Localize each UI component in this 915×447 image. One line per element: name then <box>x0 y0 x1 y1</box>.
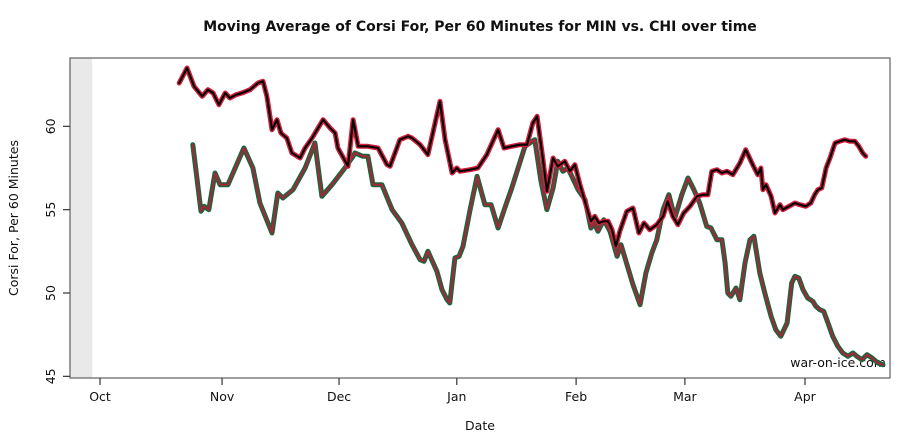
y-tick-label: 55 <box>43 202 58 218</box>
y-axis: 45 50 55 60 <box>43 118 70 384</box>
x-tick-label: Mar <box>673 389 697 404</box>
x-tick-label: Oct <box>89 389 111 404</box>
shaded-band-layer <box>70 58 93 378</box>
series-CHI <box>176 65 869 249</box>
chart-title: Moving Average of Corsi For, Per 60 Minu… <box>203 19 757 35</box>
y-axis-label: Corsi For, Per 60 Minutes <box>6 140 21 296</box>
x-tick-label: Feb <box>565 389 587 404</box>
x-tick-label: Dec <box>327 389 351 404</box>
series-CHI-core <box>178 66 867 248</box>
x-axis: Oct Nov Dec Jan Feb Mar Apr <box>89 378 817 404</box>
y-tick-label: 60 <box>43 118 58 134</box>
series-MIN-outline <box>190 137 886 368</box>
series-MIN <box>190 137 886 368</box>
y-tick-label: 50 <box>43 285 58 301</box>
series-layer <box>176 65 886 368</box>
shaded-region <box>70 58 93 378</box>
x-tick-label: Apr <box>794 389 816 404</box>
x-tick-label: Nov <box>210 389 235 404</box>
x-tick-label: Jan <box>446 389 466 404</box>
plot-box <box>69 57 891 379</box>
x-axis-label: Date <box>465 418 495 433</box>
plot-box-layer <box>69 57 891 379</box>
y-tick-label: 45 <box>43 368 58 384</box>
